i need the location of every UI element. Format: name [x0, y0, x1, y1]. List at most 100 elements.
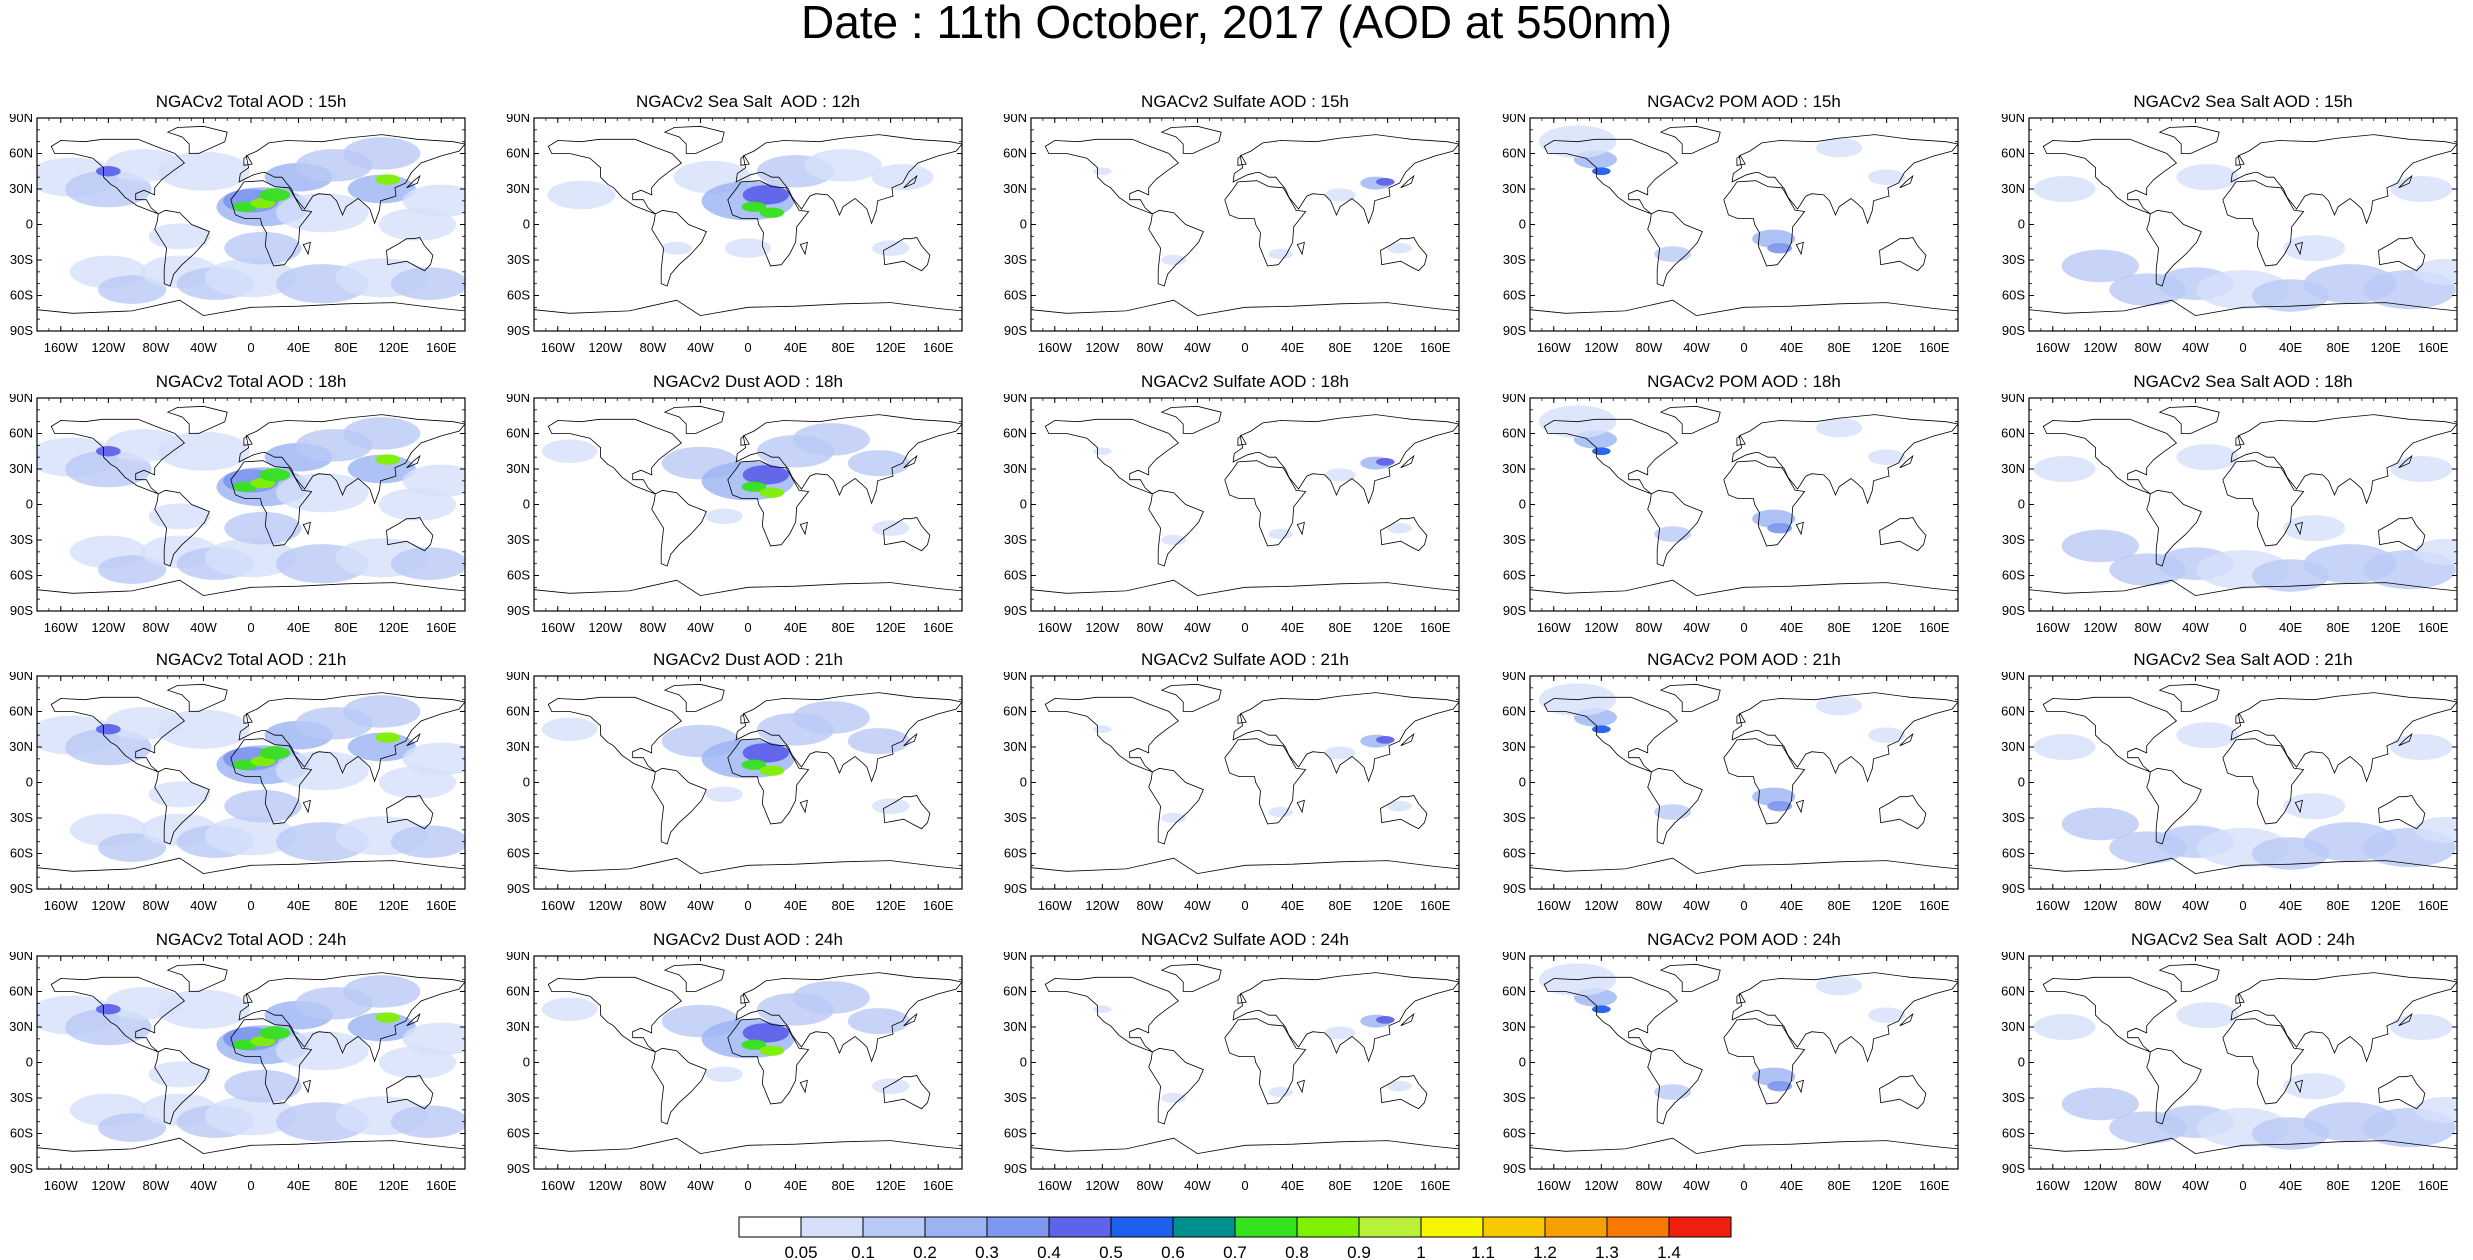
coastline	[302, 799, 311, 814]
lat-tick-label: 30N	[9, 1019, 33, 1034]
coastline	[534, 857, 962, 889]
coastline	[1659, 125, 1721, 154]
lat-tick-label: 60S	[2002, 288, 2025, 303]
lat-tick-label: 0	[26, 217, 33, 232]
aod-contour	[157, 989, 250, 1029]
lat-tick-label: 30N	[2001, 181, 2025, 196]
aod-contour	[157, 431, 250, 471]
lat-tick-label: 90S	[1503, 1161, 1526, 1176]
lat-tick-label: 60N	[506, 984, 530, 999]
lon-tick-label: 0	[744, 620, 751, 635]
lon-tick-label: 0	[1740, 1178, 1747, 1193]
coastline	[2146, 489, 2202, 567]
aod-contour	[375, 1012, 401, 1023]
aod-contour	[259, 188, 291, 202]
coastline	[740, 435, 750, 446]
lat-tick-label: 90S	[2002, 323, 2025, 338]
coastline	[883, 237, 931, 272]
aod-contour	[1376, 457, 1395, 466]
coastline	[1224, 738, 1307, 825]
lon-tick-label: 0	[2239, 340, 2246, 355]
aod-contour	[661, 241, 693, 255]
lat-tick-label: 60S	[1503, 568, 1526, 583]
coastline	[1237, 435, 1247, 446]
aod-contour	[1161, 812, 1187, 824]
aod-contour	[2176, 444, 2239, 471]
lat-tick-label: 60N	[1003, 984, 1027, 999]
lon-tick-label: 40W	[2182, 620, 2209, 635]
aod-contour	[742, 743, 790, 763]
aod-map: 90N 60N 30N 0 30S 60S 90S 160W 120W 80W 40W 0 40E 80E…	[1502, 114, 1959, 355]
lat-tick-label: 0	[26, 775, 33, 790]
lon-tick-label: 40W	[1683, 340, 1710, 355]
aod-contour	[724, 238, 772, 258]
coastline	[740, 713, 750, 724]
aod-contour	[95, 724, 121, 735]
lat-tick-label: 30N	[2001, 1019, 2025, 1034]
coastline	[1723, 180, 1806, 267]
coastline	[386, 795, 434, 830]
lon-tick-label: 120W	[1085, 620, 1120, 635]
lon-tick-label: 120W	[2083, 620, 2118, 635]
lon-tick-label: 80E	[1828, 1178, 1851, 1193]
lon-tick-label: 120W	[91, 340, 126, 355]
lon-tick-label: 80W	[2135, 1178, 2162, 1193]
coastline	[1224, 460, 1307, 547]
aod-contour	[741, 201, 767, 212]
colorbar-label: 0.1	[851, 1243, 875, 1260]
aod-contour	[1752, 787, 1796, 806]
lon-tick-label: 120E	[2370, 340, 2401, 355]
coastline	[2235, 993, 2245, 1004]
aod-contour	[705, 786, 743, 803]
lat-tick-label: 30S	[1004, 252, 1027, 267]
coastline	[37, 299, 465, 331]
map-panel: NGACv2 Sea Salt AOD : 12h 90N 60N 30N 0 30S 60…	[497, 92, 997, 360]
lon-tick-label: 120E	[2370, 1178, 2401, 1193]
lat-tick-label: 60S	[1503, 288, 1526, 303]
aod-contour	[792, 423, 870, 456]
lon-tick-label: 40E	[287, 898, 310, 913]
lat-tick-label: 90S	[1503, 881, 1526, 896]
lon-tick-label: 80W	[2135, 898, 2162, 913]
coastline	[1044, 138, 1180, 215]
colorbar-swatch	[1172, 1216, 1236, 1238]
coastline	[1237, 713, 1247, 724]
coastline	[1723, 738, 1806, 825]
lon-tick-label: 0	[744, 898, 751, 913]
coastline	[1380, 517, 1428, 552]
coastline	[1530, 579, 1958, 611]
lon-tick-label: 80E	[2327, 620, 2350, 635]
coastline	[2378, 237, 2426, 272]
aod-map: 90N 60N 30N 0 30S 60S 90S 160W 120W 80W 40W 0 40E 80E…	[1003, 114, 1460, 355]
coastline	[230, 460, 313, 547]
coastline	[1380, 795, 1428, 830]
aod-contour	[2033, 175, 2096, 203]
lat-tick-label: 90S	[507, 881, 530, 896]
aod-contour	[1767, 242, 1793, 254]
coastline	[735, 134, 962, 225]
lon-tick-label: 160W	[2036, 1178, 2071, 1193]
aod-map: 90N 60N 30N 0 30S 60S 90S 160W 120W 80W 40W 0 40E 80E…	[2001, 672, 2458, 913]
coastline	[651, 209, 707, 287]
lat-tick-label: 0	[26, 1055, 33, 1070]
aod-contour	[742, 185, 790, 205]
aod-contour	[204, 538, 298, 578]
lat-tick-label: 60N	[1003, 704, 1027, 719]
lat-tick-label: 90N	[1003, 114, 1027, 125]
coastline	[50, 696, 186, 773]
coastline	[2230, 692, 2457, 783]
coastline	[727, 738, 810, 825]
coastline	[2222, 180, 2305, 267]
coastline	[1530, 857, 1958, 889]
lat-tick-label: 0	[1519, 217, 1526, 232]
panel-title: NGACv2 POM AOD : 21h	[1647, 650, 1841, 669]
panel-title: NGACv2 Total AOD : 18h	[155, 372, 347, 391]
lon-tick-label: 120E	[378, 340, 409, 355]
lon-tick-label: 120E	[1871, 1178, 1902, 1193]
lon-tick-label: 0	[1740, 898, 1747, 913]
lat-tick-label: 60S	[1004, 1126, 1027, 1141]
coastline	[1148, 1047, 1204, 1125]
coastline	[1899, 732, 1914, 747]
coastline	[2378, 517, 2426, 552]
aod-contour	[224, 1069, 302, 1103]
